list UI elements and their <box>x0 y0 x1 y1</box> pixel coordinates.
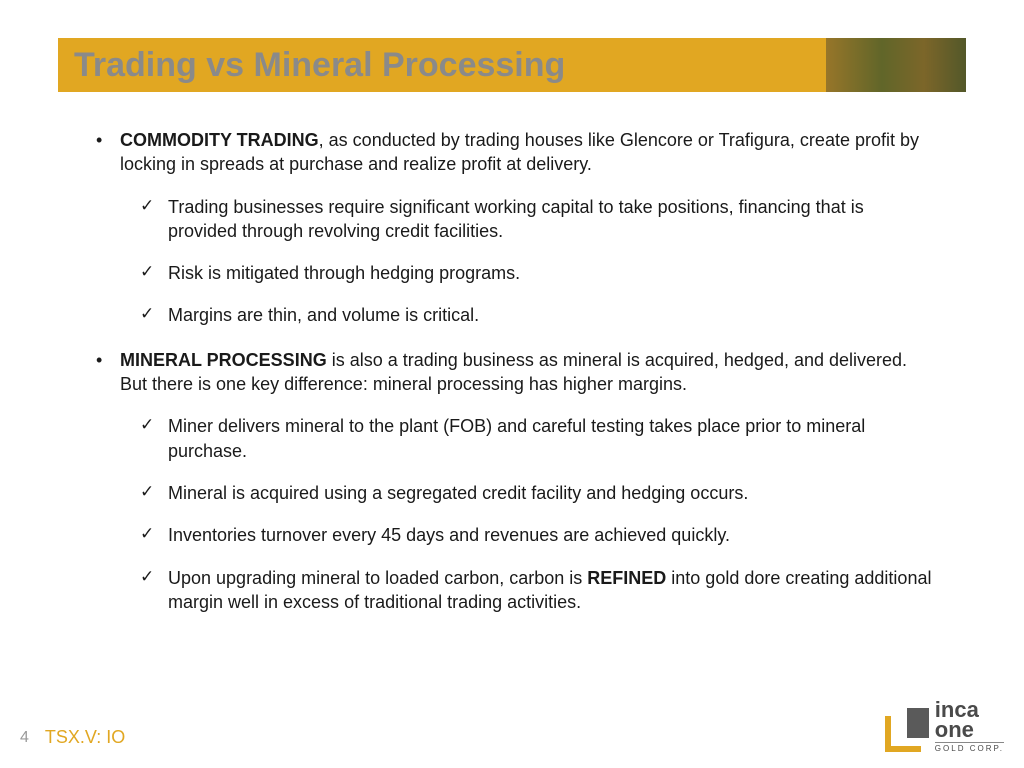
sub-bullet: Upon upgrading mineral to loaded carbon,… <box>140 566 932 615</box>
sub-bullet: Miner delivers mineral to the plant (FOB… <box>140 414 932 463</box>
title-ornament-image <box>826 38 966 92</box>
sub-bullet: Trading businesses require significant w… <box>140 195 932 244</box>
company-logo: inca one GOLD CORP. <box>885 700 1004 752</box>
sub-bullet: Mineral is acquired using a segregated c… <box>140 481 932 505</box>
sub-bullet: Margins are thin, and volume is critical… <box>140 303 932 327</box>
logo-text: inca one GOLD CORP. <box>935 700 1004 752</box>
bullet-mineral-processing: MINERAL PROCESSING is also a trading bus… <box>92 348 932 614</box>
ticker-symbol: TSX.V: IO <box>45 727 125 748</box>
logo-mark-icon <box>885 708 929 752</box>
bullet-lead-bold: MINERAL PROCESSING <box>120 350 327 370</box>
logo-line3: GOLD CORP. <box>935 745 1004 752</box>
bullet-lead-bold: COMMODITY TRADING <box>120 130 319 150</box>
sub-bullet: Inventories turnover every 45 days and r… <box>140 523 932 547</box>
logo-line2: one <box>935 720 1004 743</box>
slide-title: Trading vs Mineral Processing <box>74 46 565 85</box>
footer: 4 TSX.V: IO <box>20 727 125 748</box>
bullet-commodity-trading: COMMODITY TRADING, as conducted by tradi… <box>92 128 932 328</box>
slide-content: COMMODITY TRADING, as conducted by tradi… <box>92 128 932 634</box>
page-number: 4 <box>20 729 29 747</box>
sub-bullet-pre: Upon upgrading mineral to loaded carbon,… <box>168 568 587 588</box>
title-bar: Trading vs Mineral Processing <box>58 38 966 92</box>
sub-bullet-bold: REFINED <box>587 568 666 588</box>
sub-bullet: Risk is mitigated through hedging progra… <box>140 261 932 285</box>
